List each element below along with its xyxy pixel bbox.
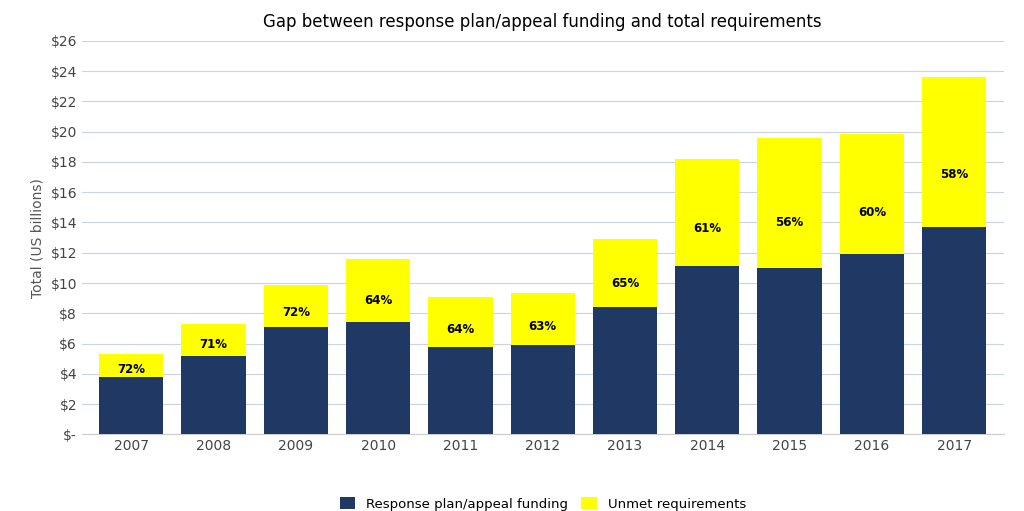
Bar: [99, 377, 164, 434]
Bar: [346, 260, 411, 322]
Bar: [264, 285, 328, 327]
Text: 56%: 56%: [775, 216, 804, 229]
Text: 61%: 61%: [693, 222, 721, 235]
Bar: [428, 297, 493, 346]
Text: 60%: 60%: [858, 206, 886, 219]
Bar: [346, 322, 411, 434]
Bar: [593, 307, 657, 434]
Bar: [840, 254, 904, 434]
Bar: [675, 159, 739, 266]
Text: 72%: 72%: [282, 306, 310, 319]
Bar: [922, 227, 986, 434]
Text: 64%: 64%: [364, 294, 392, 307]
Legend: Response plan/appeal funding, Unmet requirements: Response plan/appeal funding, Unmet requ…: [334, 492, 752, 511]
Text: 64%: 64%: [446, 323, 474, 336]
Text: 71%: 71%: [200, 338, 227, 351]
Text: 63%: 63%: [528, 320, 557, 333]
Bar: [511, 345, 574, 434]
Bar: [840, 134, 904, 254]
Bar: [758, 138, 821, 268]
Text: 58%: 58%: [940, 168, 969, 181]
Y-axis label: Total (US billions): Total (US billions): [31, 178, 45, 297]
Bar: [758, 268, 821, 434]
Bar: [99, 355, 164, 377]
Text: 65%: 65%: [611, 277, 639, 290]
Bar: [181, 323, 246, 356]
Text: 72%: 72%: [118, 362, 145, 376]
Bar: [675, 266, 739, 434]
Title: Gap between response plan/appeal funding and total requirements: Gap between response plan/appeal funding…: [263, 13, 822, 31]
Bar: [181, 356, 246, 434]
Bar: [264, 327, 328, 434]
Bar: [428, 346, 493, 434]
Bar: [593, 239, 657, 307]
Bar: [511, 293, 574, 345]
Bar: [922, 77, 986, 227]
